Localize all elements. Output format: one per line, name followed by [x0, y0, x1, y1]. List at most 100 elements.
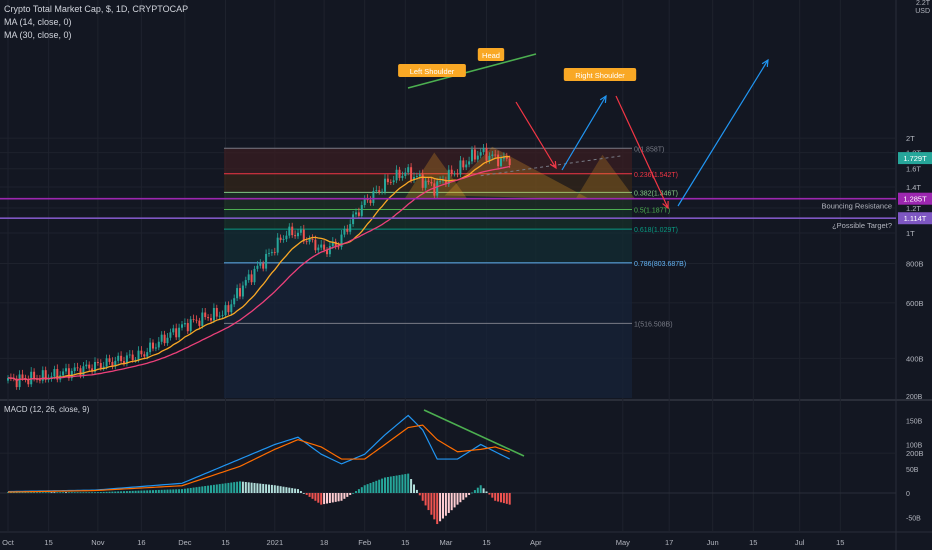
candle-body: [415, 176, 418, 178]
macd-histogram-bar: [70, 492, 73, 494]
candle-body: [485, 147, 488, 161]
candle-body: [230, 304, 233, 313]
candle-body: [288, 226, 291, 236]
head-label-box: [477, 48, 505, 61]
candle-body: [378, 190, 381, 192]
macd-histogram-bar: [288, 487, 291, 493]
macd-histogram-bar: [294, 488, 297, 493]
time-axis-label: Mar: [439, 538, 452, 547]
macd-histogram-bar: [415, 489, 418, 493]
macd-histogram-bar: [497, 493, 500, 502]
candle-body: [94, 361, 96, 372]
macd-histogram-bar: [355, 491, 357, 493]
candle-body: [302, 229, 305, 242]
candle-body: [244, 280, 247, 286]
macd-histogram-bar: [215, 484, 218, 493]
candle-body: [41, 370, 44, 381]
macd-histogram-bar: [381, 478, 384, 493]
ma14-line: [7, 155, 510, 382]
candle-body: [491, 154, 494, 156]
fib-level-label: 0.382(1.346T): [634, 190, 678, 197]
candle-body: [352, 214, 355, 225]
candle-body: [99, 363, 102, 369]
macd-histogram-bar: [328, 493, 331, 503]
candle-body: [497, 154, 500, 167]
candle-body: [317, 247, 320, 251]
macd-histogram-bar: [79, 492, 82, 494]
price-axis-top-label: 2.2T: [916, 0, 931, 7]
macd-histogram-bar: [259, 483, 262, 493]
macd-histogram-bar: [326, 493, 328, 504]
macd-histogram-bar: [227, 482, 230, 493]
macd-histogram-bar: [369, 483, 372, 493]
price-tick-label: 200B: [906, 449, 924, 458]
macd-histogram-bar: [233, 482, 236, 493]
macd-histogram-bar: [485, 491, 488, 493]
macd-histogram-bar: [363, 485, 366, 493]
macd-histogram-bar: [192, 487, 195, 493]
candle-body: [450, 169, 453, 174]
macd-tick-label: 0: [906, 491, 910, 498]
candle-body: [207, 317, 210, 319]
candle-body: [500, 158, 502, 167]
macd-histogram-bar: [491, 493, 494, 498]
macd-histogram-bar: [36, 492, 38, 494]
candle-body: [253, 268, 256, 283]
candle-body: [427, 180, 430, 182]
macd-histogram-bar: [334, 493, 337, 502]
candle-body: [265, 253, 268, 269]
price-badge: [898, 212, 932, 225]
macd-histogram-bar: [178, 489, 181, 493]
time-axis-label: Oct: [2, 538, 15, 547]
candle-body: [326, 249, 328, 255]
candle-body: [340, 234, 343, 247]
candle-body: [102, 366, 105, 369]
head-trendline: [407, 53, 537, 89]
candle-body: [88, 364, 91, 369]
head-label: Head: [482, 51, 500, 60]
macd-histogram-bar: [410, 479, 413, 493]
fib-level-label: 0.5(1.187T): [634, 208, 670, 215]
macd-histogram-bar: [140, 490, 143, 493]
candle-body: [291, 226, 294, 236]
candle-body: [476, 155, 479, 160]
fib-level-label: 0.236(1.542T): [634, 172, 678, 179]
macd-histogram-bar: [395, 475, 398, 493]
candle-body: [152, 342, 154, 349]
drop-arrow-2-head: [662, 200, 669, 210]
fib-band: [224, 173, 632, 193]
price-badge: [898, 192, 932, 205]
macd-histogram-bar: [494, 493, 497, 501]
candle-body: [114, 360, 117, 367]
time-axis-label: 15: [836, 538, 844, 547]
macd-histogram-bar: [33, 492, 36, 494]
macd-histogram-bar: [502, 493, 505, 504]
candle-body: [349, 224, 352, 232]
macd-histogram-bar: [9, 492, 12, 494]
macd-histogram-bar: [123, 491, 125, 493]
macd-histogram-bar: [256, 483, 259, 493]
macd-histogram-bar: [230, 482, 233, 493]
candle-body: [488, 155, 491, 161]
candle-body: [198, 320, 201, 326]
macd-histogram-bar: [212, 484, 215, 493]
candle-body: [401, 175, 404, 178]
macd-histogram-bar: [346, 493, 349, 497]
macd-histogram-bar: [439, 493, 442, 522]
candle-body: [395, 169, 398, 181]
candle-body: [215, 308, 218, 317]
macd-histogram-bar: [262, 483, 265, 493]
macd-histogram-bar: [279, 486, 282, 493]
candle-body: [82, 366, 85, 376]
macd-histogram-bar: [82, 492, 85, 494]
macd-histogram-bar: [157, 489, 160, 493]
price-tick-label: 2T: [906, 134, 915, 143]
candle-body: [259, 263, 262, 266]
macd-histogram-bar: [273, 485, 276, 493]
candle-body: [276, 237, 279, 253]
rally-arrow-head: [761, 58, 769, 68]
candle-body: [143, 354, 146, 357]
candle-body: [369, 200, 372, 204]
macd-histogram-bar: [421, 493, 424, 501]
